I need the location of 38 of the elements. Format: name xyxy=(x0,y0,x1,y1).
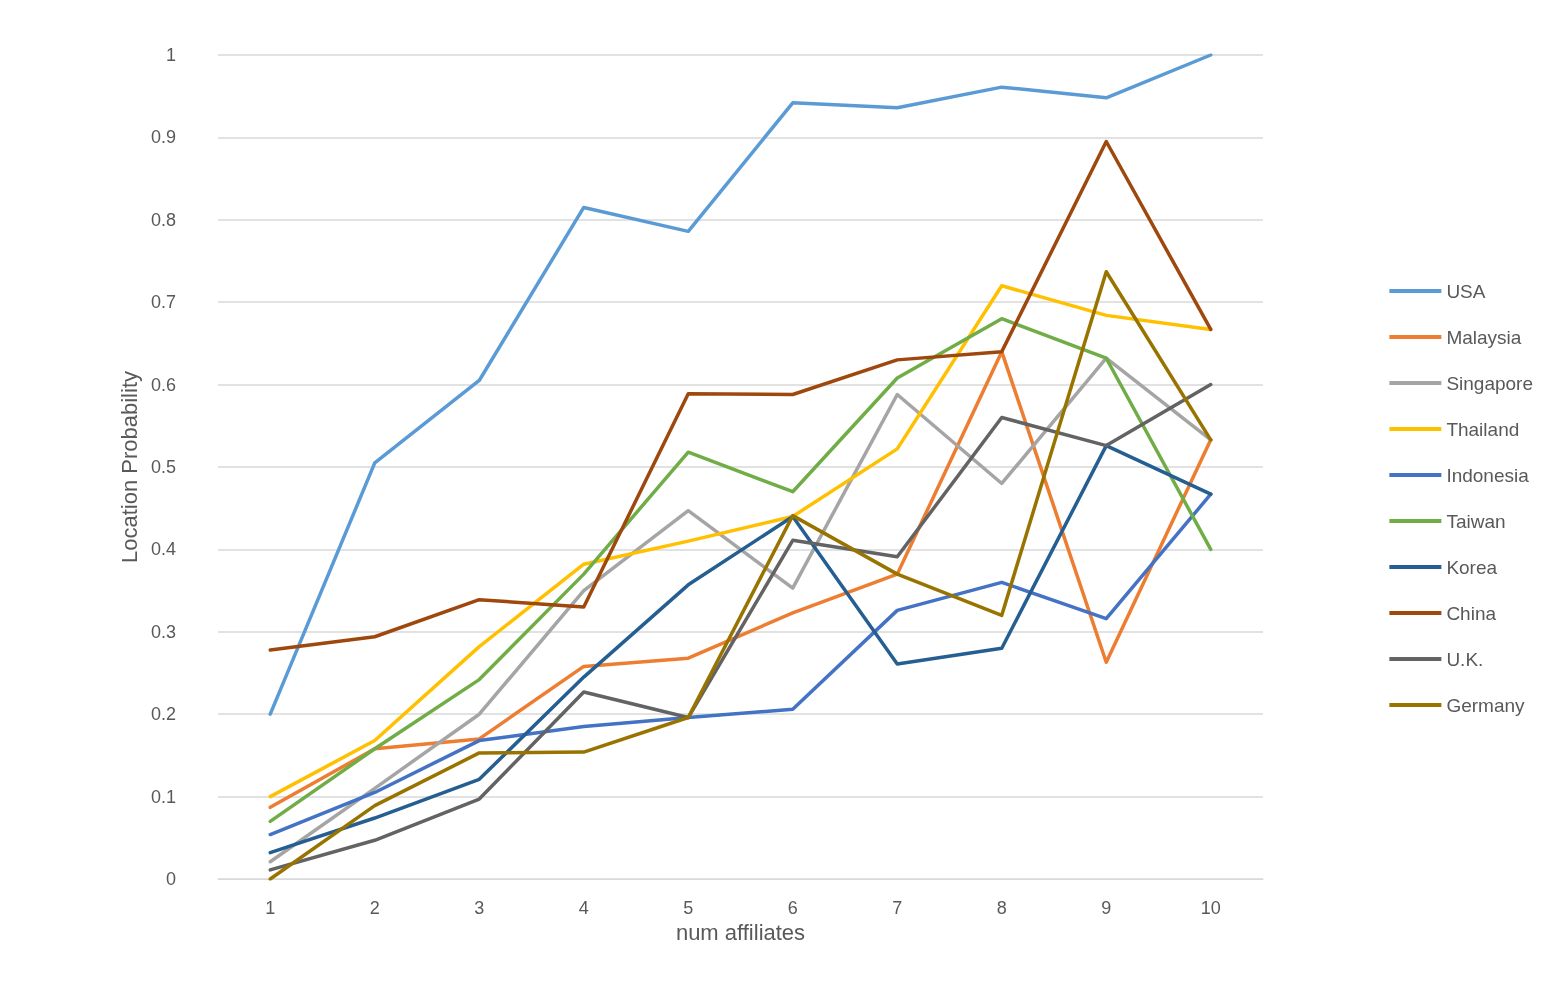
x-axis-title: num affiliates xyxy=(675,920,806,946)
y-tick-label: 0.8 xyxy=(150,209,176,230)
x-tick-label: 3 xyxy=(474,898,485,918)
line-series xyxy=(268,492,1213,837)
x-tick-label: 2 xyxy=(369,898,380,918)
legend-label: Korea xyxy=(1446,556,1498,578)
legend-label: Germany xyxy=(1446,694,1526,716)
line-series xyxy=(268,139,1213,652)
y-axis-title: Location Probability xyxy=(116,370,142,564)
x-tick-label: 10 xyxy=(1200,898,1221,918)
y-tick-label: 0.9 xyxy=(150,127,176,148)
x-tick-label: 8 xyxy=(996,898,1007,918)
x-tick-label: 1 xyxy=(265,898,276,918)
legend-label: Singapore xyxy=(1446,372,1533,394)
x-tick-label: 7 xyxy=(892,898,903,918)
y-tick-label: 0.1 xyxy=(150,786,176,807)
legend-label: U.K. xyxy=(1446,648,1484,670)
x-tick-label: 9 xyxy=(1101,898,1112,918)
x-tick-label: 6 xyxy=(787,898,798,918)
legend-label: Indonesia xyxy=(1446,464,1530,486)
y-tick-label: 0.4 xyxy=(150,539,176,560)
legend-label: USA xyxy=(1446,280,1486,302)
y-tick-label: 0.7 xyxy=(150,292,176,313)
y-tick-label: 0.3 xyxy=(150,621,176,642)
legend-label: Thailand xyxy=(1446,418,1520,440)
line-series xyxy=(268,53,1213,716)
legend-label: Malaysia xyxy=(1446,326,1522,348)
line-series xyxy=(268,443,1213,855)
y-tick-label: 0 xyxy=(165,869,176,889)
y-tick-label: 0.2 xyxy=(150,704,176,725)
legend-label: China xyxy=(1446,602,1497,624)
line-series xyxy=(268,269,1213,881)
y-tick-label: 1 xyxy=(165,45,176,65)
y-tick-label: 0.5 xyxy=(150,457,176,477)
x-tick-label: 4 xyxy=(578,898,589,918)
y-tick-label: 0.6 xyxy=(150,374,176,395)
x-tick-label: 5 xyxy=(683,898,694,918)
legend-label: Taiwan xyxy=(1446,510,1506,532)
